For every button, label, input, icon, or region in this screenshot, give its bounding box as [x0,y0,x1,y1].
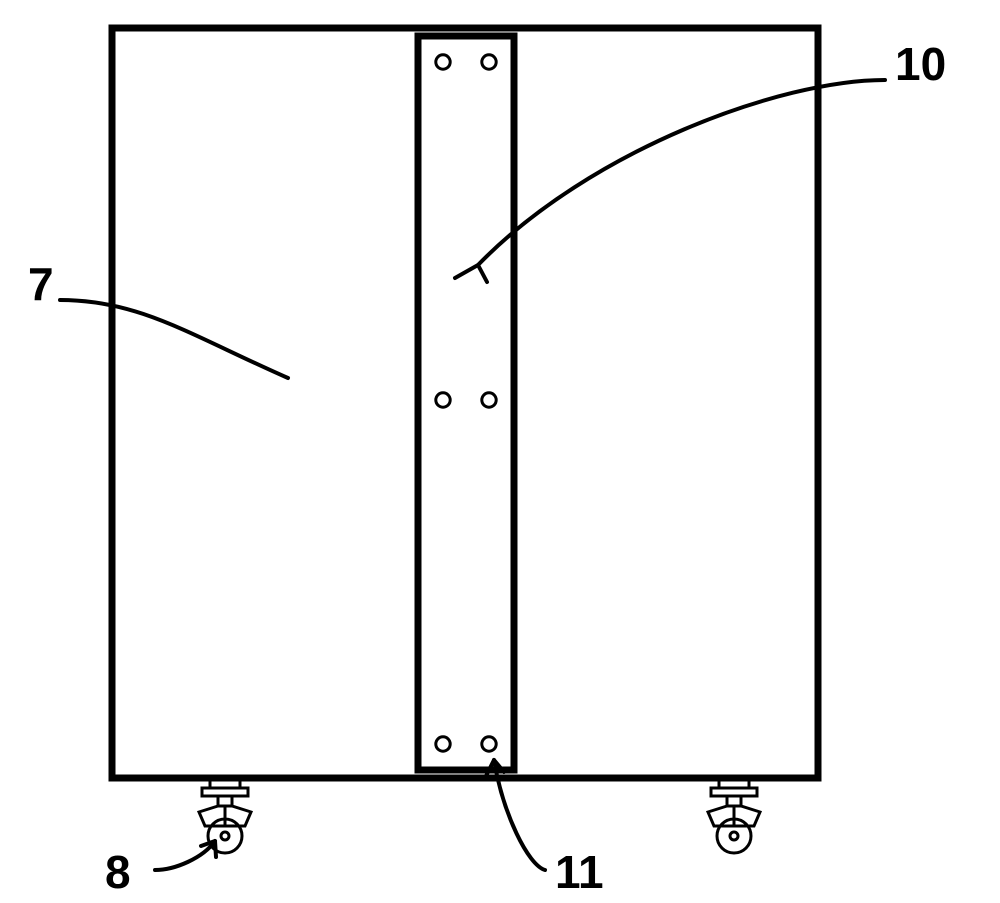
screw-hole [436,393,450,407]
label-7: 7 [28,258,54,310]
center-bar [418,36,514,770]
leader-line-7 [60,300,288,378]
screw-hole [482,393,496,407]
screw-hole [436,737,450,751]
leader-arrow-10 [455,265,487,282]
cabinet-body [112,28,818,778]
label-11: 11 [555,846,604,898]
screw-hole [482,737,496,751]
label-8: 8 [105,846,131,898]
technical-drawing: 7 8 10 11 [0,0,1000,903]
caster [708,778,760,853]
leader-line-10 [478,80,885,265]
screw-hole [436,55,450,69]
screw-hole [482,55,496,69]
caster [199,778,251,853]
label-10: 10 [895,38,946,90]
